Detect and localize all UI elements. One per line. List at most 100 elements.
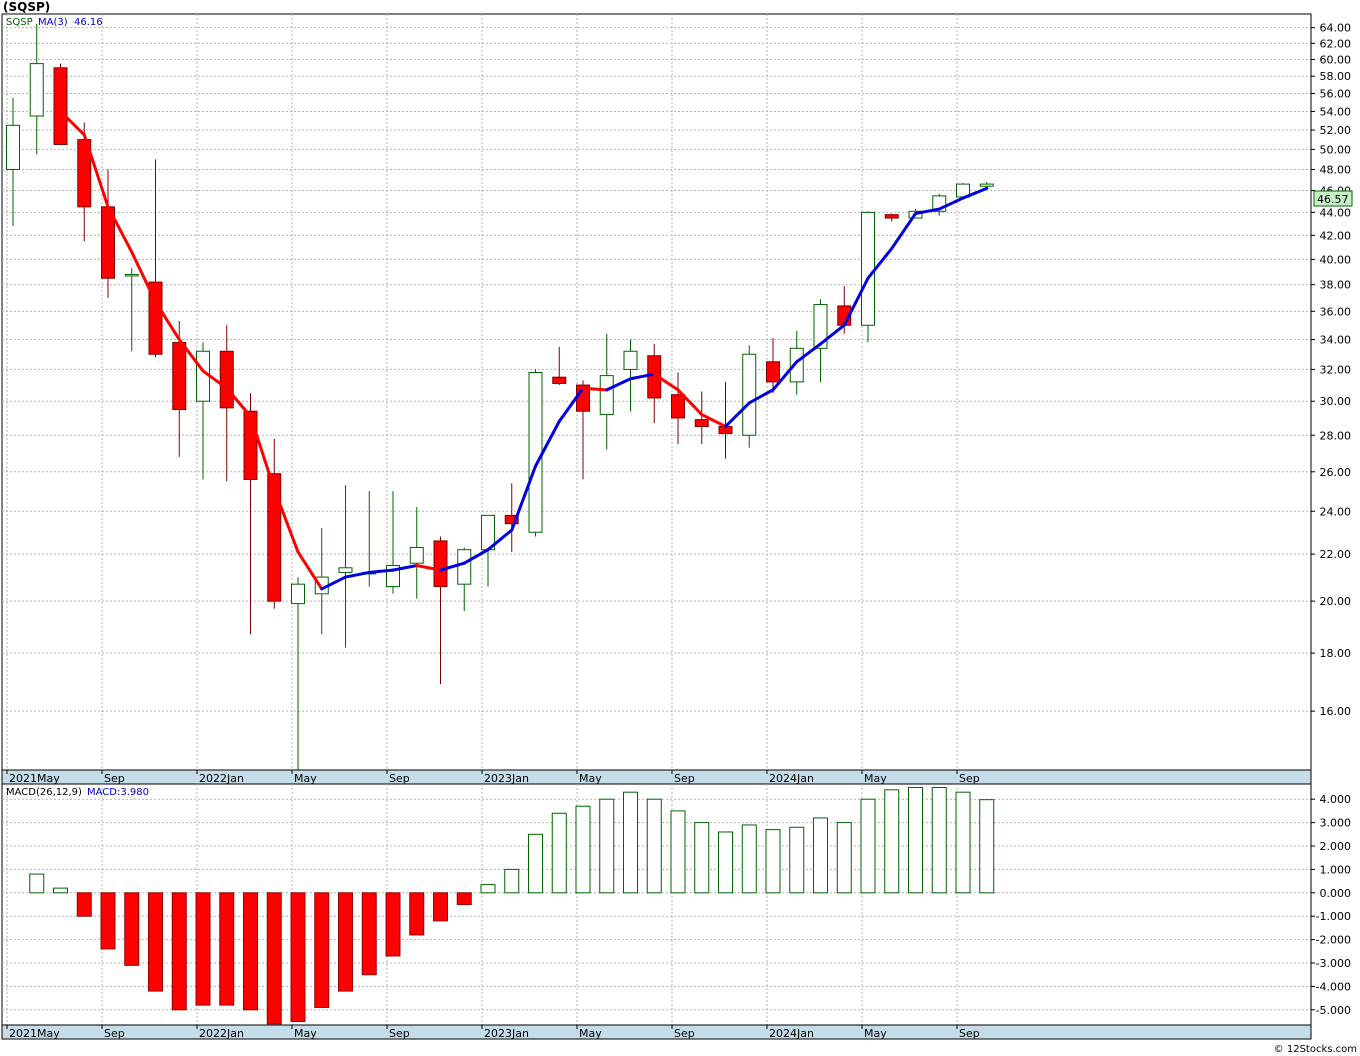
macd-legend-label: MACD(26,12,9)	[6, 787, 82, 798]
macd-bar	[765, 829, 781, 894]
candle-body	[671, 394, 685, 419]
candle	[433, 536, 448, 685]
candle-body	[291, 583, 305, 605]
ma-segment	[581, 386, 609, 392]
candle	[457, 547, 472, 612]
price-panel: 16.00 18.00 20.00 22.00 24.00 26.00 28.00 30.00…	[1, 13, 1352, 771]
price-tick-label: 36.00	[1320, 305, 1352, 318]
ma-segment	[605, 377, 632, 392]
macd-bar	[860, 798, 876, 894]
macd-histogram	[29, 787, 995, 1025]
macd-bar	[361, 892, 377, 976]
ma-segment	[534, 419, 561, 468]
candle-body	[53, 67, 68, 145]
price-date-tick-label: Sep	[959, 772, 980, 785]
price-tick-label: 28.00	[1320, 429, 1352, 442]
ma-segment	[82, 133, 110, 209]
price-tick-label: 24.00	[1320, 505, 1352, 518]
macd-bar	[76, 892, 92, 917]
price-tick-label: 48.00	[1320, 164, 1352, 177]
candle	[409, 507, 424, 599]
macd-bar	[955, 791, 971, 894]
price-date-tick-label: 2022Jan	[199, 772, 244, 785]
macd-tick-label: -3.000	[1316, 957, 1351, 970]
candle	[671, 372, 685, 445]
macd-date-tick-label: Sep	[389, 1027, 410, 1040]
candle	[552, 346, 567, 386]
macd-bar	[718, 831, 733, 894]
legend-ma-value: 46.16	[74, 17, 103, 28]
macd-bar	[599, 798, 615, 894]
macd-bar	[884, 789, 900, 894]
price-tick-label: 22.00	[1320, 548, 1352, 561]
ma-segment	[201, 369, 229, 390]
moving-average-line	[59, 109, 989, 591]
price-date-tick-label: Sep	[104, 772, 125, 785]
candle	[623, 339, 638, 412]
candle-body	[196, 350, 210, 402]
macd-date-tick-label: Sep	[104, 1027, 125, 1040]
macd-bar	[29, 873, 45, 894]
candle	[291, 577, 305, 770]
price-tick-label: 62.00	[1320, 37, 1352, 50]
price-tick-label: 44.00	[1320, 206, 1352, 219]
price-date-tick-label: Sep	[674, 772, 695, 785]
candle	[148, 159, 163, 358]
candle	[53, 63, 68, 145]
macd-panel: -5.000 -4.000 -3.000 -2.000 -1.000 0.000 1.000…	[1, 783, 1352, 1026]
macd-date-tick-label: 2024Jan	[769, 1027, 814, 1040]
macd-bar	[623, 791, 638, 894]
price-date-tick-label: May	[579, 772, 602, 785]
macd-date-tick-label: 2021May	[9, 1027, 60, 1040]
macd-bar	[314, 892, 330, 1008]
last-price-badge-box	[1313, 190, 1353, 207]
ma-segment	[486, 528, 514, 552]
macd-date-tick-label: May	[294, 1027, 317, 1040]
macd-tick-label: 0.000	[1320, 887, 1352, 900]
macd-date-tick-label: Sep	[959, 1027, 980, 1040]
ma-segment	[272, 487, 300, 554]
macd-bar	[504, 868, 520, 894]
candle-body	[813, 304, 828, 349]
macd-bar	[979, 799, 995, 894]
candle-body	[338, 567, 353, 573]
ma-segment	[795, 342, 822, 364]
ma-segment	[724, 401, 751, 429]
macd-tick-label: 2.000	[1320, 840, 1352, 853]
price-tick-label: 60.00	[1320, 53, 1352, 66]
price-tick-label: 40.00	[1320, 253, 1352, 266]
ma-segment	[225, 386, 252, 418]
macd-bar	[741, 824, 757, 894]
ma-segment	[652, 372, 680, 392]
ma-segment	[130, 250, 157, 304]
candle-body	[267, 473, 282, 602]
price-tick-label: 26.00	[1320, 466, 1352, 479]
macd-bar	[813, 817, 828, 894]
macd-tick-label: -4.000	[1316, 980, 1351, 993]
ma-segment	[961, 186, 989, 200]
candle-body	[433, 540, 448, 588]
candle	[6, 97, 20, 227]
price-tick-label: 34.00	[1320, 334, 1352, 347]
ma-segment	[937, 196, 965, 211]
price-tick-label: 20.00	[1320, 595, 1352, 608]
price-tick-label: 30.00	[1320, 395, 1352, 408]
macd-bar	[385, 892, 401, 957]
macd-bar	[243, 892, 258, 1011]
macd-bar	[266, 892, 282, 1025]
candle-body	[552, 376, 567, 384]
macd-date-tick-label: May	[864, 1027, 887, 1040]
macd-date-tick-label: Sep	[674, 1027, 695, 1040]
ma-segment	[866, 246, 894, 280]
candle	[742, 345, 757, 448]
price-tick-label: 16.00	[1320, 705, 1352, 718]
macd-date-band-bg	[1, 1024, 1312, 1040]
ma-segment	[510, 464, 537, 532]
candle	[694, 391, 709, 445]
macd-bar	[694, 822, 710, 894]
price-tick-label: 50.00	[1320, 143, 1352, 156]
price-date-tick-label: 2023Jan	[484, 772, 529, 785]
candle-body	[694, 419, 709, 428]
ma-segment	[771, 360, 799, 392]
candle-body	[766, 361, 780, 383]
